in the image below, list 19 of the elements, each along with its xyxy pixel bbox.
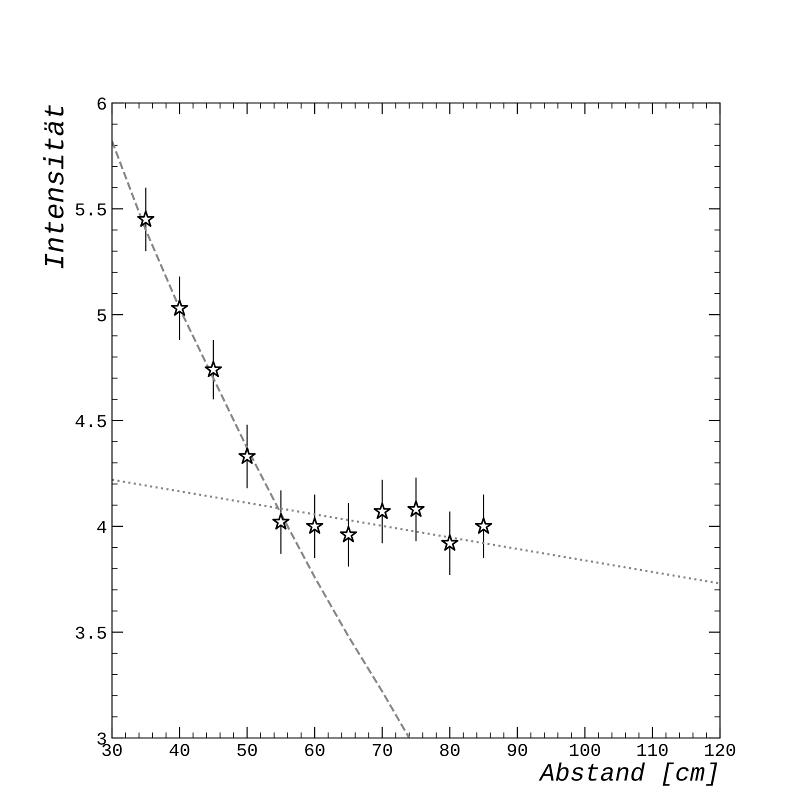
x-tick-label: 80 bbox=[440, 744, 460, 756]
y-tick-label: 6 bbox=[98, 97, 106, 110]
y-tick-label: 3 bbox=[97, 732, 106, 745]
x-tick-label: 110 bbox=[637, 744, 668, 756]
x-axis-title: Abstand [cm] bbox=[538, 762, 718, 786]
x-tick-label: 90 bbox=[508, 744, 528, 756]
y-tick-label: 3.5 bbox=[76, 626, 106, 639]
y-tick-label: 4 bbox=[97, 520, 106, 533]
x-tick-label: 50 bbox=[237, 744, 257, 756]
x-tick-label: 70 bbox=[372, 744, 392, 756]
x-tick-label: 40 bbox=[170, 744, 190, 756]
x-tick-label: 60 bbox=[305, 744, 324, 756]
x-tick-label: 100 bbox=[570, 744, 600, 756]
y-tick-label: 5.5 bbox=[76, 203, 106, 216]
y-axis-title: Intensität bbox=[43, 105, 64, 268]
x-tick-label: 120 bbox=[705, 744, 736, 756]
y-tick-label: 4.5 bbox=[76, 415, 106, 428]
y-tick-label: 5 bbox=[97, 309, 106, 322]
x-tick-label: 30 bbox=[102, 744, 122, 756]
